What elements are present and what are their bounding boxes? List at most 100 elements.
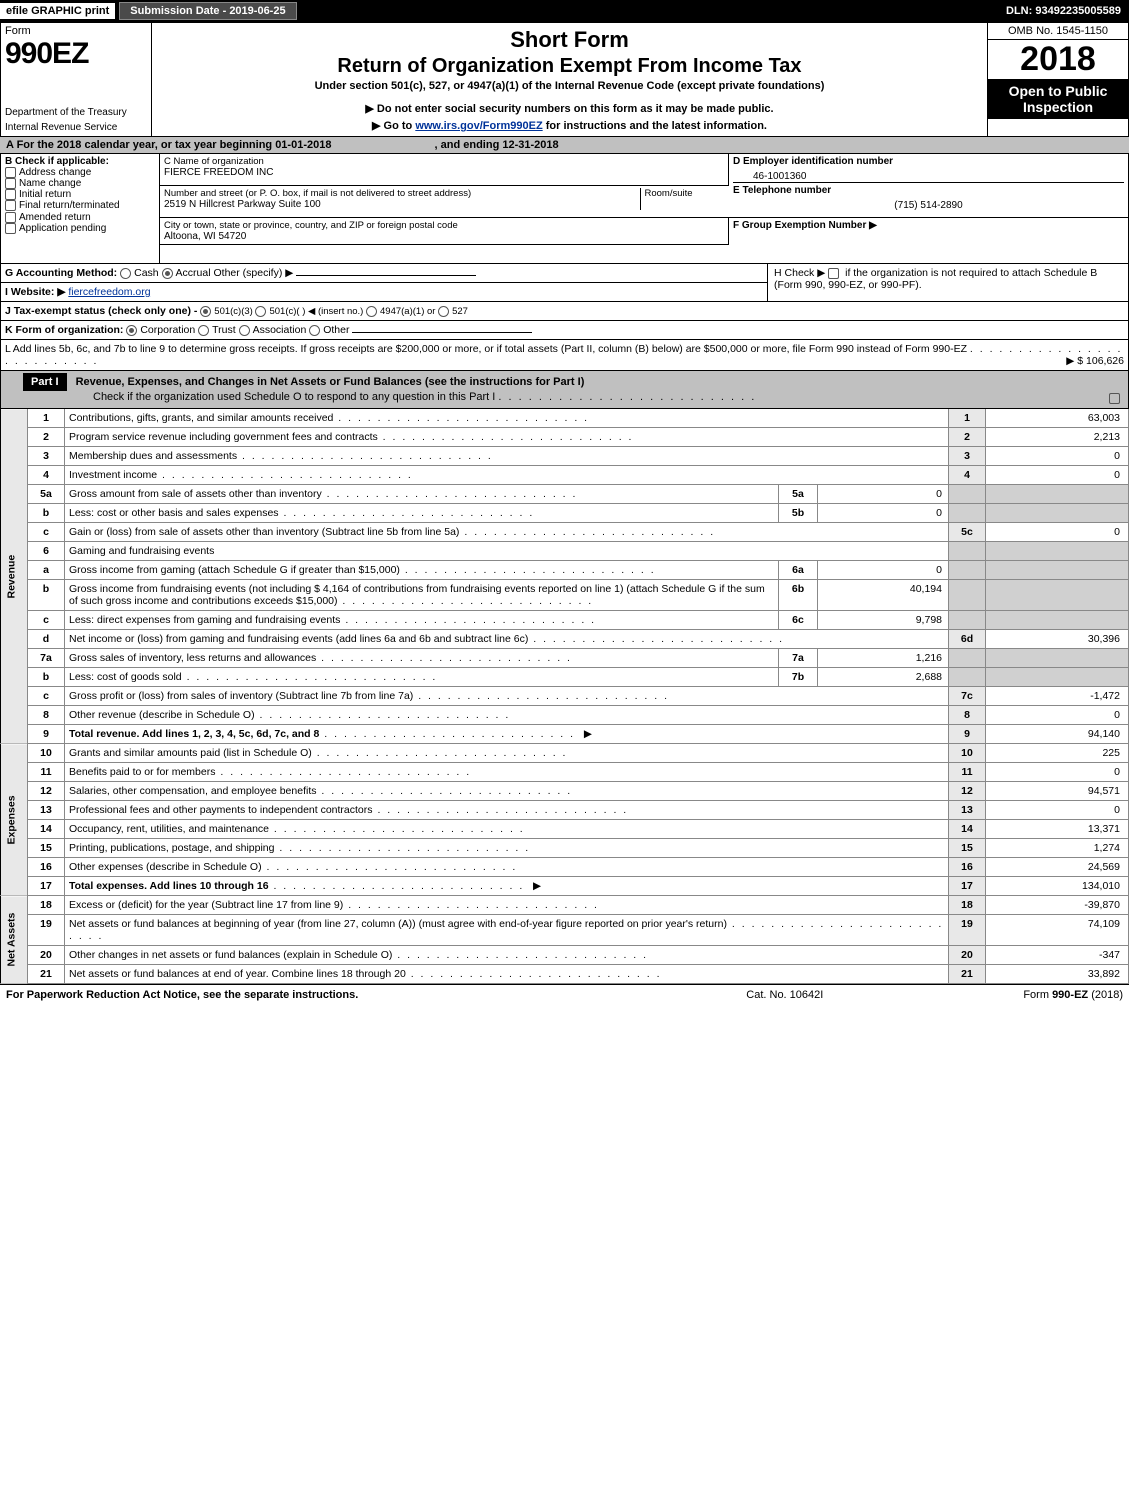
right-line-number: 16 [949,858,986,877]
right-line-number: 9 [949,725,986,744]
radio-501c3[interactable]: 501(c)(3) [200,306,253,317]
box-e-label: E Telephone number [733,182,1124,196]
short-form-title: Short Form [162,27,977,53]
right-line-value: 30,396 [986,630,1129,649]
box-d-label: D Employer identification number [733,156,1124,167]
right-line-number: 18 [949,896,986,915]
line-h-text: if the organization is not required to a… [842,267,1097,279]
line-number: 6 [28,542,65,561]
line-l-text: L Add lines 5b, 6c, and 7b to line 9 to … [5,343,967,355]
check-schedule-b[interactable] [828,268,839,279]
section-label: Revenue [1,409,28,744]
right-line-value: -1,472 [986,687,1129,706]
footer-form: Form 990-EZ (2018) [1023,989,1123,1001]
footer-notice: For Paperwork Reduction Act Notice, see … [6,989,358,1001]
line-number: 13 [28,801,65,820]
right-line-value: 94,571 [986,782,1129,801]
line-desc: Occupancy, rent, utilities, and maintena… [65,820,949,839]
line-desc: Total expenses. Add lines 10 through 16 … [65,877,949,896]
check-amended[interactable]: Amended return [5,212,155,223]
line-desc: Less: cost or other basis and sales expe… [65,504,779,523]
room-suite-label: Room/suite [640,188,725,210]
right-line-value: -39,870 [986,896,1129,915]
goto-prefix: ▶ Go to [372,120,415,132]
submission-date: Submission Date - 2019-06-25 [119,2,296,20]
right-line-value: 0 [986,706,1129,725]
irs-link[interactable]: www.irs.gov/Form990EZ [415,120,542,132]
line-desc: Program service revenue including govern… [65,428,949,447]
check-pending[interactable]: Application pending [5,223,155,234]
right-val-grey [986,504,1129,523]
line-desc: Investment income [65,466,949,485]
line-desc: Less: cost of goods sold [65,668,779,687]
right-line-number: 5c [949,523,986,542]
line-desc: Membership dues and assessments [65,447,949,466]
form-label: Form [1,23,151,37]
line-desc: Other changes in net assets or fund bala… [65,946,949,965]
right-line-value: 63,003 [986,409,1129,428]
line-desc: Contributions, gifts, grants, and simila… [65,409,949,428]
line-number: 8 [28,706,65,725]
right-line-number: 2 [949,428,986,447]
right-line-number: 19 [949,915,986,946]
section-label: Expenses [1,744,28,896]
radio-cash[interactable]: Cash [120,267,159,279]
website-link[interactable]: fiercefreedom.org [68,286,150,298]
right-line-value: 0 [986,466,1129,485]
phone: (715) 514-2890 [733,196,1124,215]
line-i-label: I Website: ▶ [5,286,65,298]
radio-527[interactable]: 527 [438,306,468,317]
radio-4947[interactable]: 4947(a)(1) or [366,306,435,317]
line-desc: Less: direct expenses from gaming and fu… [65,611,779,630]
radio-corporation[interactable]: Corporation [126,324,195,336]
check-address-change[interactable]: Address change [5,167,155,178]
dept-irs: Internal Revenue Service [1,120,151,135]
right-line-number: 3 [949,447,986,466]
sub-line-value: 0 [818,561,949,580]
right-line-value: 33,892 [986,965,1129,984]
check-schedule-o[interactable] [1109,393,1120,404]
right-no-grey [949,580,986,611]
line-number: d [28,630,65,649]
part-i-title: Revenue, Expenses, and Changes in Net As… [70,376,585,388]
sub-line-value: 0 [818,485,949,504]
right-line-number: 17 [949,877,986,896]
line-h-forms: (Form 990, 990-EZ, or 990-PF). [774,279,922,291]
line-number: 9 [28,725,65,744]
right-val-grey [986,668,1129,687]
sub-line-value: 2,688 [818,668,949,687]
right-line-value: 13,371 [986,820,1129,839]
line-number: 14 [28,820,65,839]
right-line-value: 225 [986,744,1129,763]
right-line-value: 0 [986,447,1129,466]
street-address: 2519 N Hillcrest Parkway Suite 100 [164,199,640,210]
radio-association[interactable]: Association [239,324,307,336]
city-state-zip: Altoona, WI 54720 [164,231,724,242]
goto-suffix: for instructions and the latest informat… [543,120,767,132]
box-f-label: F Group Exemption Number ▶ [733,220,1124,231]
right-no-grey [949,668,986,687]
line-desc: Net assets or fund balances at end of ye… [65,965,949,984]
dln-label: DLN: 93492235005589 [1006,5,1129,17]
part-i-label: Part I [23,373,67,391]
check-initial-return[interactable]: Initial return [5,189,155,200]
right-no-grey [949,542,986,561]
line-number: 5a [28,485,65,504]
revenue-table: Revenue1Contributions, gifts, grants, an… [0,409,1129,744]
check-final-return[interactable]: Final return/terminated [5,200,155,211]
radio-accrual[interactable]: Accrual [162,267,211,279]
right-line-value: 24,569 [986,858,1129,877]
sub-line-value: 40,194 [818,580,949,611]
line-number: 17 [28,877,65,896]
footer: For Paperwork Reduction Act Notice, see … [0,984,1129,1005]
line-number: a [28,561,65,580]
right-val-grey [986,561,1129,580]
line-number: 1 [28,409,65,428]
radio-other-org[interactable]: Other [309,324,349,336]
sub-line-number: 7b [779,668,818,687]
city-label: City or town, state or province, country… [164,220,724,231]
line-desc: Gross profit or (loss) from sales of inv… [65,687,949,706]
radio-501c[interactable]: 501(c)( ) ◀ (insert no.) [255,306,363,317]
check-name-change[interactable]: Name change [5,178,155,189]
radio-trust[interactable]: Trust [198,324,236,336]
